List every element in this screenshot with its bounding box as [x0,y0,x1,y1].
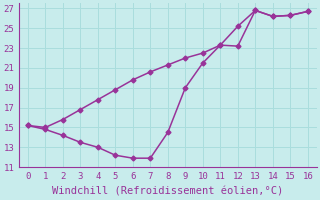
X-axis label: Windchill (Refroidissement éolien,°C): Windchill (Refroidissement éolien,°C) [52,187,284,197]
